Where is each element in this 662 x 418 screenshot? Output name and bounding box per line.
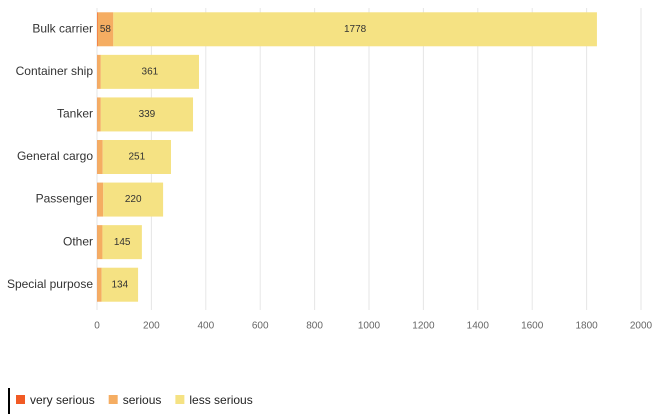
x-tick-label: 1600 xyxy=(521,321,544,332)
bar-segment xyxy=(101,267,139,302)
bar-segment xyxy=(97,97,101,132)
bar-segment xyxy=(103,182,164,217)
bar-segment xyxy=(102,225,142,260)
data-label: 361 xyxy=(142,66,159,77)
legend-marker-bar xyxy=(8,388,10,414)
x-tick-label: 1000 xyxy=(358,321,381,332)
y-tick-label: Passenger xyxy=(36,192,93,206)
data-label: 145 xyxy=(114,237,131,248)
bar-segment xyxy=(97,267,102,302)
x-tick-label: 2000 xyxy=(630,321,653,332)
bar-segment xyxy=(97,225,103,260)
legend-swatch xyxy=(175,395,185,404)
x-tick-label: 400 xyxy=(197,321,214,332)
bar-segment xyxy=(100,54,199,89)
y-tick-label: General cargo xyxy=(17,149,93,163)
y-tick-label: Bulk carrier xyxy=(32,21,93,35)
data-label: 339 xyxy=(139,109,156,120)
x-tick-label: 0 xyxy=(94,321,100,332)
y-tick-label: Container ship xyxy=(16,64,94,78)
y-tick-label: Special purpose xyxy=(7,277,93,291)
bar-segment xyxy=(97,140,103,174)
legend-swatch xyxy=(16,395,25,404)
bar-segment xyxy=(97,54,101,89)
legend-label: serious xyxy=(123,393,162,407)
bar-segment xyxy=(100,97,194,132)
legend-label: very serious xyxy=(30,393,95,407)
x-tick-label: 1200 xyxy=(412,321,435,332)
x-tick-label: 800 xyxy=(306,321,323,332)
data-label: 251 xyxy=(129,152,146,163)
data-label: 134 xyxy=(112,279,129,290)
data-label: 220 xyxy=(125,194,142,205)
y-tick-label: Other xyxy=(63,234,93,248)
bar-segment xyxy=(113,12,597,47)
data-label: 58 xyxy=(100,24,112,35)
x-tick-label: 600 xyxy=(252,321,269,332)
x-tick-label: 200 xyxy=(143,321,160,332)
bar-segment xyxy=(102,140,171,174)
legend-swatch xyxy=(108,395,118,404)
y-tick-label: Tanker xyxy=(57,107,93,121)
x-tick-label: 1800 xyxy=(575,321,598,332)
bar-segment xyxy=(97,12,114,47)
data-label: 1778 xyxy=(344,24,367,35)
bar-segment xyxy=(97,12,98,47)
legend-label: less serious xyxy=(189,393,252,407)
bar-segment xyxy=(97,182,104,217)
x-tick-label: 1400 xyxy=(467,321,490,332)
